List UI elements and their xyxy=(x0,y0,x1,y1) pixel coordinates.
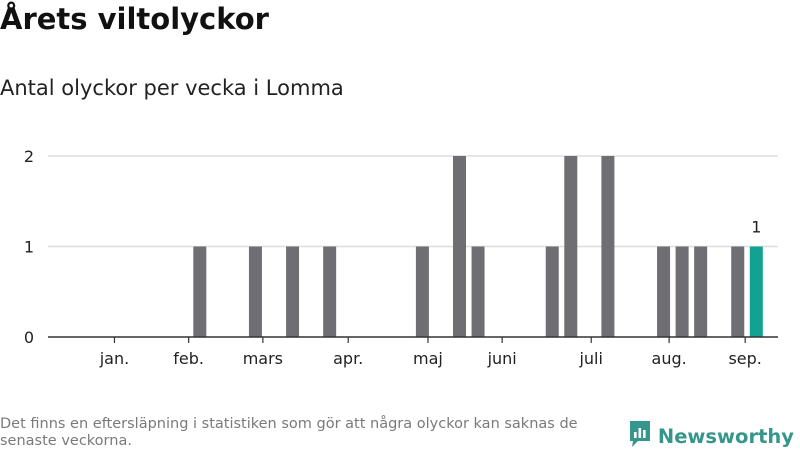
bar xyxy=(286,246,300,337)
bar-highlighted xyxy=(749,246,763,337)
grid-lines xyxy=(48,155,778,248)
bar xyxy=(675,246,689,337)
brand-name: Newsworthy xyxy=(657,424,794,448)
x-tick-label: maj xyxy=(413,349,443,368)
y-tick-label: 2 xyxy=(24,147,34,166)
bar xyxy=(694,246,708,337)
annotations: 1 xyxy=(751,218,761,237)
weekly-accidents-bar-chart: 012 jan. feb. mars apr. maj juni juli aug. sep. … xyxy=(24,147,778,368)
bar xyxy=(564,156,578,337)
bar xyxy=(545,246,559,337)
x-tick-label: sep. xyxy=(728,349,761,368)
y-tick-label: 0 xyxy=(24,328,34,347)
bar xyxy=(248,246,262,337)
x-tick-label: mars xyxy=(243,349,283,368)
bar xyxy=(471,246,485,337)
bar xyxy=(657,246,671,337)
chart-title: Årets viltolyckor xyxy=(0,2,269,36)
highlight-value-label: 1 xyxy=(751,218,761,237)
bar xyxy=(193,246,207,337)
x-tick-label: juli xyxy=(578,349,602,368)
x-tick-label: juni xyxy=(487,349,517,368)
bar xyxy=(453,156,466,337)
x-tick-labels: jan. feb. mars apr. maj juni juli aug. sep. xyxy=(99,349,762,368)
footnote: Det finns en eftersläpning i statistiken… xyxy=(0,416,578,449)
x-axis xyxy=(48,336,778,343)
bar xyxy=(601,156,615,337)
brand-logo[interactable]: Newsworthy xyxy=(628,419,794,453)
x-tick-label: apr. xyxy=(333,349,363,368)
y-tick-label: 1 xyxy=(24,238,34,257)
bars xyxy=(193,156,763,337)
chart-subtitle: Antal olyckor per vecka i Lomma xyxy=(0,76,344,100)
x-tick-label: jan. xyxy=(99,349,129,368)
bar xyxy=(323,246,337,337)
newsworthy-logo-icon xyxy=(628,419,652,453)
y-tick-labels: 0 1 2 xyxy=(24,147,34,347)
x-tick-label: aug. xyxy=(652,349,687,368)
bar xyxy=(415,246,429,337)
bar xyxy=(731,246,745,337)
x-tick-label: feb. xyxy=(173,349,204,368)
